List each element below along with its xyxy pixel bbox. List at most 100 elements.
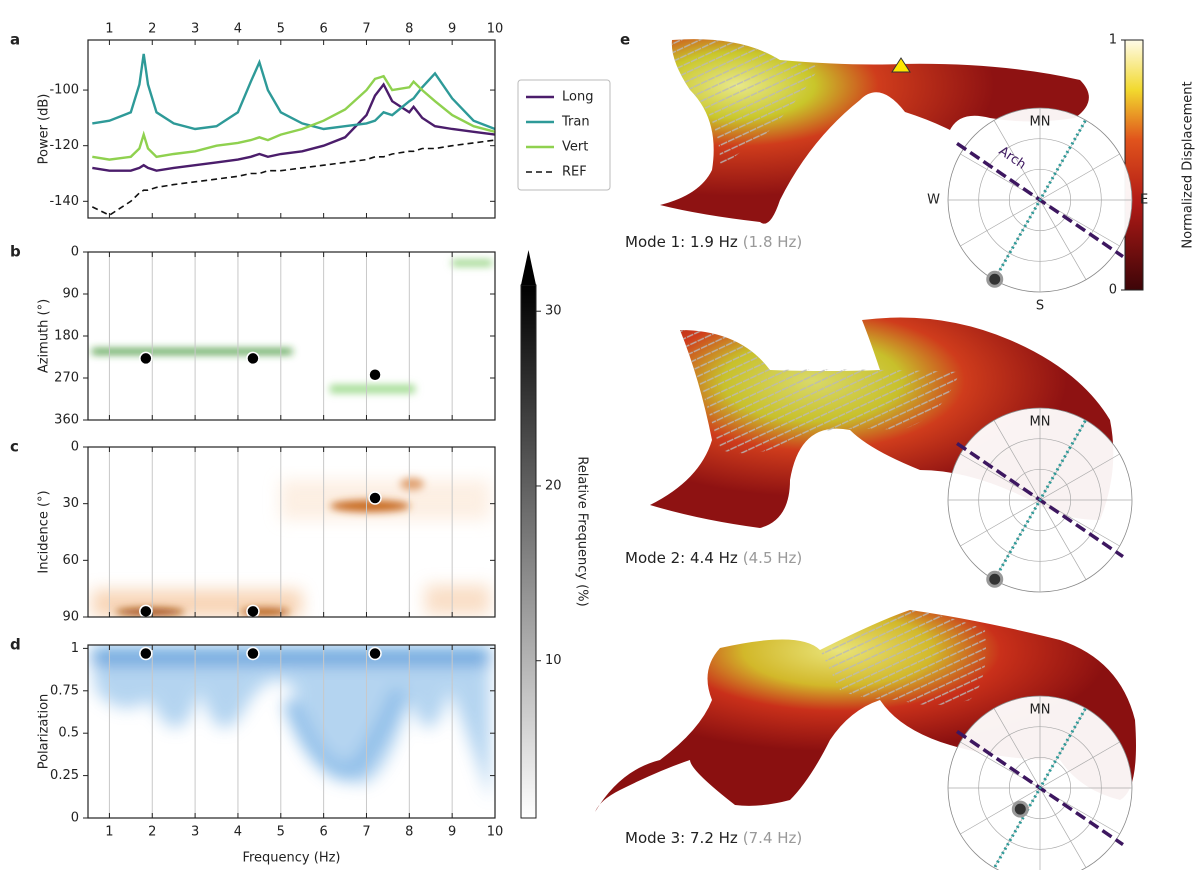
axes-frame — [87, 644, 496, 819]
x-tick-label: 8 — [405, 22, 413, 37]
point — [246, 351, 260, 366]
colorbar — [520, 284, 537, 819]
x-tick-label: 4 — [234, 825, 242, 840]
direction-marker — [986, 570, 1004, 588]
displacement-colorbar — [1124, 39, 1144, 291]
colorbar-tick-label: 10 — [545, 653, 562, 668]
colorbar-tick-label: 1 — [1109, 33, 1117, 48]
panel-letter: b — [10, 243, 21, 261]
mode-reference: (7.4 Hz) — [743, 829, 802, 847]
point — [139, 646, 153, 661]
mode-frequency: Mode 2: 4.4 Hz — [625, 549, 738, 567]
y-tick-label: 0.75 — [50, 683, 79, 698]
y-axis-label: Azimuth (°) — [37, 299, 52, 373]
mode-label: Mode 3: 7.2 Hz (7.4 Hz) — [625, 829, 802, 847]
direction-marker — [986, 270, 1004, 288]
y-tick-label: 90 — [62, 610, 79, 625]
y-tick-label: 270 — [54, 371, 79, 386]
x-tick-label: 6 — [319, 825, 327, 840]
line-series — [91, 139, 496, 217]
x-tick-label: 9 — [448, 825, 456, 840]
compass-label: MN — [1030, 703, 1051, 718]
y-tick-label: 0 — [71, 245, 79, 260]
polarization-line — [993, 420, 1087, 580]
y-axis-label: Power (dB) — [37, 94, 52, 165]
colorbar-tick-label: 20 — [545, 478, 562, 493]
panel-letter: c — [10, 438, 19, 456]
y-tick-label: 0 — [71, 811, 79, 826]
mode-reference: (1.8 Hz) — [743, 233, 802, 251]
x-tick-label: 7 — [362, 825, 370, 840]
compass: MN — [947, 407, 1133, 593]
mode-label: Mode 2: 4.4 Hz (4.5 Hz) — [625, 549, 802, 567]
azimuth-density — [92, 260, 492, 393]
y-tick-label: 0 — [71, 440, 79, 455]
x-tick-label: 10 — [487, 22, 504, 37]
mode-1-mesh — [660, 39, 1089, 224]
y-tick-label: 60 — [62, 553, 79, 568]
mode-reference: (4.5 Hz) — [743, 549, 802, 567]
y-tick-label: 0.25 — [50, 768, 79, 783]
x-axis-label: Frequency (Hz) — [242, 851, 340, 866]
panel-letter: d — [10, 636, 21, 654]
mode-frequency: Mode 1: 1.9 Hz — [625, 233, 738, 251]
colorbar-tick-label: 0 — [1109, 283, 1117, 298]
y-axis-label: Polarization — [37, 694, 52, 770]
legend-label: Tran — [561, 115, 590, 130]
polarization-density — [92, 648, 490, 800]
x-tick-label: 2 — [148, 825, 156, 840]
polarization-line — [993, 708, 1087, 868]
point — [246, 646, 260, 661]
axes-frame — [87, 251, 496, 421]
x-tick-label: 9 — [448, 22, 456, 37]
x-tick-label: 8 — [405, 825, 413, 840]
colorbar-extend — [521, 250, 536, 285]
axes-frame — [87, 446, 496, 618]
axes-frame — [87, 39, 496, 219]
incidence-density — [92, 478, 490, 617]
colorbar-tick-label: 30 — [545, 304, 562, 319]
legend-box — [517, 79, 611, 191]
line-series — [92, 74, 496, 161]
mode-frequency: Mode 3: 7.2 Hz — [625, 829, 738, 847]
point — [246, 604, 260, 619]
x-tick-label: 5 — [277, 22, 285, 37]
y-tick-label: 1 — [71, 641, 79, 656]
point — [368, 646, 382, 661]
compass-label: MN — [1030, 415, 1051, 430]
polarization-line — [993, 120, 1087, 280]
legend-label: Long — [562, 90, 593, 105]
y-tick-label: 90 — [62, 287, 79, 302]
compass-label: E — [1140, 193, 1148, 208]
compass: MN — [947, 695, 1133, 870]
x-tick-label: 3 — [191, 825, 199, 840]
y-tick-label: 30 — [62, 496, 79, 511]
mode-3-mesh — [595, 610, 1136, 812]
line-series — [92, 53, 496, 131]
y-tick-label: -100 — [49, 83, 79, 98]
x-tick-label: 5 — [277, 825, 285, 840]
mode-label: Mode 1: 1.9 Hz (1.8 Hz) — [625, 233, 802, 251]
legend-label: Vert — [562, 140, 588, 155]
colorbar-label: Relative Frequency (%) — [575, 456, 590, 606]
line-series — [92, 82, 496, 172]
x-tick-label: 6 — [319, 22, 327, 37]
point — [368, 491, 382, 505]
panel-letter: a — [10, 31, 20, 49]
direction-marker — [1011, 800, 1029, 818]
compass-label: W — [927, 193, 940, 208]
x-tick-label: 3 — [191, 22, 199, 37]
x-tick-label: 1 — [105, 825, 113, 840]
legend-label: REF — [562, 165, 587, 180]
x-tick-label: 7 — [362, 22, 370, 37]
y-tick-label: -140 — [49, 194, 79, 209]
panel-letter: e — [620, 31, 630, 49]
compass-label: MN — [1030, 115, 1051, 130]
compass-label: S — [1036, 299, 1044, 314]
station-marker — [891, 57, 911, 73]
x-tick-label: 1 — [105, 22, 113, 37]
colorbar-label: Normalized Displacement — [1181, 81, 1196, 248]
